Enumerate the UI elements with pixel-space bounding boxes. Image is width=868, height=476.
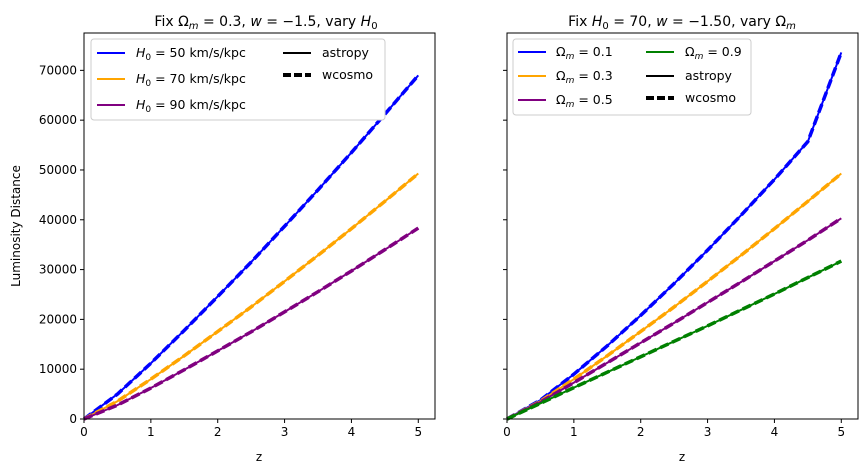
left-plot-area: 0 1 2 3 4 5 0 10000 20000 30000 40000 50000 60000 700… [39,32,436,439]
right-x-tick-label-2: 2 [637,425,645,439]
left-panel-title: Fix Ωm = 0.3, w = −1.5, vary H0 [154,14,377,32]
right-panel: Fix H0 = 70, w = −1.50, vary Ωm 0 1 2 3 4 5 z… [503,14,859,464]
left-series-wcosmo-h0-70-km-s-kpc [83,172,420,421]
left-y-tick-label-10000: 10000 [39,362,77,376]
right-legend-label-om-09: Ωm = 0.9 [685,44,742,62]
left-axes-frame [83,32,436,420]
left-series-astropy-h0-70-km-s-kpc [83,172,419,420]
left-y-axis-label: Luminosity Distance [9,165,23,287]
right-series-wcosmo-m-0-3 [506,172,843,421]
right-plot-area: 0 1 2 3 4 5 [503,32,859,439]
right-legend-label-om-01: Ωm = 0.1 [556,44,613,62]
left-legend-label-wcosmo: wcosmo [322,67,373,82]
right-series-wcosmo-m-0-1 [506,51,843,421]
right-panel-title: Fix H0 = 70, w = −1.50, vary Ωm [568,14,796,32]
right-legend-label-wcosmo: wcosmo [685,90,736,105]
left-legend: H0 = 50 km/s/kpc H0 = 70 km/s/kpc H0 = 9… [90,38,386,121]
left-x-axis-label: z [256,450,262,464]
right-x-tick-label-1: 1 [570,425,578,439]
left-series-astropy-h0-50-km-s-kpc [83,74,420,420]
left-x-tick-label-2: 2 [214,425,222,439]
right-series-wcosmo-m-0-9 [506,259,843,421]
right-legend-label-om-05: Ωm = 0.5 [556,92,613,110]
left-legend-label-h0-50: H0 = 50 km/s/kpc [136,45,246,63]
right-legend-label-om-03: Ωm = 0.3 [556,68,613,86]
right-legend: Ωm = 0.1 Ωm = 0.3 Ωm = 0.5 Ωm = 0.9 astr… [512,38,752,116]
right-x-tick-label-0: 0 [503,425,511,439]
right-series-astropy-m-0-5 [506,217,842,420]
left-legend-frame [90,38,386,121]
right-x-tick-label-3: 3 [704,425,712,439]
right-x-axis-label: z [679,450,685,464]
left-x-tick-label-1: 1 [147,425,155,439]
left-x-tick-label-3: 3 [281,425,289,439]
left-series-wcosmo-h0-90-km-s-kpc [83,226,420,421]
left-y-tick-label-70000: 70000 [39,63,77,77]
left-legend-label-h0-70: H0 = 70 km/s/kpc [136,71,246,89]
left-y-tick-label-60000: 60000 [39,113,77,127]
left-panel: Fix Ωm = 0.3, w = −1.5, vary H0 0 1 2 3 4 5 0 1… [9,14,436,464]
left-x-tick-label-5: 5 [414,425,422,439]
right-legend-label-astropy: astropy [685,68,733,83]
left-y-tick-label-40000: 40000 [39,213,77,227]
left-legend-label-h0-90: H0 = 90 km/s/kpc [136,97,246,115]
left-x-tick-label-4: 4 [348,425,356,439]
left-legend-label-astropy: astropy [322,45,370,60]
right-x-tick-label-5: 5 [837,425,845,439]
left-y-tick-label-0: 0 [69,412,77,426]
right-legend-frame [512,38,752,116]
left-y-tick-label-50000: 50000 [39,163,77,177]
right-axes-frame [506,32,859,420]
left-x-tick-label-0: 0 [80,425,88,439]
left-y-tick-label-30000: 30000 [39,263,77,277]
left-y-tick-label-20000: 20000 [39,312,77,326]
right-x-tick-label-4: 4 [771,425,779,439]
left-series-wcosmo-h0-50-km-s-kpc [82,74,420,421]
right-series-astropy-m-0-3 [506,172,842,420]
